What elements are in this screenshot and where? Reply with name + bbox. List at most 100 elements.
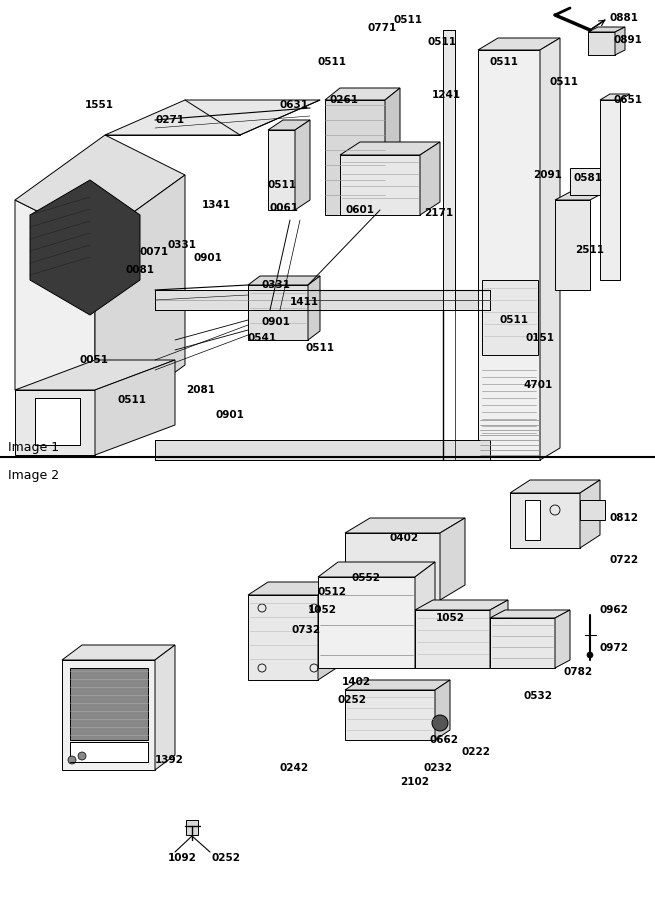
- Polygon shape: [318, 582, 338, 680]
- Polygon shape: [555, 610, 570, 668]
- Text: Image 1: Image 1: [8, 441, 59, 454]
- Polygon shape: [318, 577, 415, 668]
- Polygon shape: [555, 192, 605, 200]
- Polygon shape: [155, 645, 175, 770]
- Polygon shape: [345, 533, 440, 600]
- Text: 0081: 0081: [125, 265, 154, 275]
- Polygon shape: [15, 390, 95, 455]
- Polygon shape: [540, 38, 560, 460]
- Polygon shape: [415, 610, 490, 668]
- Polygon shape: [525, 500, 540, 540]
- Polygon shape: [490, 610, 570, 618]
- Polygon shape: [15, 360, 175, 390]
- Polygon shape: [588, 27, 625, 32]
- Polygon shape: [95, 175, 185, 430]
- Polygon shape: [588, 32, 615, 55]
- Polygon shape: [340, 142, 440, 155]
- Text: 0512: 0512: [318, 587, 347, 597]
- Text: 0061: 0061: [270, 203, 299, 213]
- Text: 0331: 0331: [262, 280, 291, 290]
- Text: 0541: 0541: [248, 333, 277, 343]
- Polygon shape: [95, 360, 175, 455]
- Polygon shape: [248, 276, 320, 285]
- Text: 0511: 0511: [118, 395, 147, 405]
- Text: 0722: 0722: [609, 555, 638, 565]
- Polygon shape: [15, 135, 185, 240]
- Polygon shape: [155, 440, 490, 460]
- Polygon shape: [615, 27, 625, 55]
- Text: 0051: 0051: [80, 355, 109, 365]
- Text: 1341: 1341: [202, 200, 231, 210]
- Text: 0402: 0402: [390, 533, 419, 543]
- Polygon shape: [580, 480, 600, 548]
- Polygon shape: [440, 518, 465, 600]
- Polygon shape: [62, 645, 175, 660]
- Text: 1052: 1052: [308, 605, 337, 615]
- Circle shape: [587, 652, 593, 658]
- Polygon shape: [318, 562, 435, 577]
- Text: 0601: 0601: [345, 205, 374, 215]
- Text: 0651: 0651: [614, 95, 643, 105]
- Text: 2091: 2091: [533, 170, 562, 180]
- Text: 1402: 1402: [342, 677, 371, 687]
- Text: 0242: 0242: [280, 763, 309, 773]
- Text: 0631: 0631: [280, 100, 309, 110]
- Text: 0261: 0261: [330, 95, 359, 105]
- Polygon shape: [268, 130, 295, 210]
- Text: 2511: 2511: [575, 245, 604, 255]
- Polygon shape: [420, 142, 440, 215]
- Polygon shape: [600, 100, 620, 280]
- Text: 0552: 0552: [352, 573, 381, 583]
- Polygon shape: [478, 50, 540, 460]
- Polygon shape: [385, 88, 400, 215]
- Text: 1551: 1551: [85, 100, 114, 110]
- Text: 0511: 0511: [305, 343, 334, 353]
- Polygon shape: [340, 155, 420, 215]
- Text: 0071: 0071: [140, 247, 169, 257]
- Text: 0511: 0511: [550, 77, 579, 87]
- Polygon shape: [70, 742, 148, 762]
- Text: 0901: 0901: [215, 410, 244, 420]
- Polygon shape: [415, 600, 508, 610]
- Text: 0151: 0151: [525, 333, 554, 343]
- Polygon shape: [248, 595, 318, 680]
- Polygon shape: [248, 285, 308, 340]
- Polygon shape: [490, 618, 555, 668]
- Polygon shape: [295, 120, 310, 210]
- Polygon shape: [345, 690, 435, 740]
- Text: 1241: 1241: [432, 90, 461, 100]
- Text: 0891: 0891: [614, 35, 643, 45]
- Text: 0511: 0511: [490, 57, 519, 67]
- Text: 2081: 2081: [186, 385, 215, 395]
- Text: 1052: 1052: [436, 613, 465, 623]
- Text: 0232: 0232: [423, 763, 452, 773]
- Polygon shape: [415, 562, 435, 668]
- Text: 0962: 0962: [600, 605, 629, 615]
- Polygon shape: [325, 88, 400, 100]
- Polygon shape: [482, 280, 538, 355]
- Polygon shape: [435, 680, 450, 740]
- Polygon shape: [30, 180, 140, 315]
- Polygon shape: [248, 582, 338, 595]
- Text: Image 2: Image 2: [8, 469, 59, 482]
- Text: 0222: 0222: [462, 747, 491, 757]
- Polygon shape: [62, 660, 155, 770]
- Text: 0511: 0511: [500, 315, 529, 325]
- Text: 0581: 0581: [574, 173, 603, 183]
- Text: 2171: 2171: [424, 208, 453, 218]
- Text: 0972: 0972: [600, 643, 629, 653]
- Polygon shape: [510, 493, 580, 548]
- Polygon shape: [510, 480, 600, 493]
- Polygon shape: [478, 38, 560, 50]
- Text: 0782: 0782: [563, 667, 592, 677]
- Text: 0532: 0532: [524, 691, 553, 701]
- Text: 0732: 0732: [291, 625, 320, 635]
- Circle shape: [78, 752, 86, 760]
- Text: 0662: 0662: [430, 735, 459, 745]
- Polygon shape: [443, 30, 455, 310]
- Text: 0901: 0901: [262, 317, 291, 327]
- Polygon shape: [490, 600, 508, 668]
- Polygon shape: [35, 398, 80, 445]
- Polygon shape: [580, 500, 605, 520]
- Polygon shape: [70, 668, 148, 740]
